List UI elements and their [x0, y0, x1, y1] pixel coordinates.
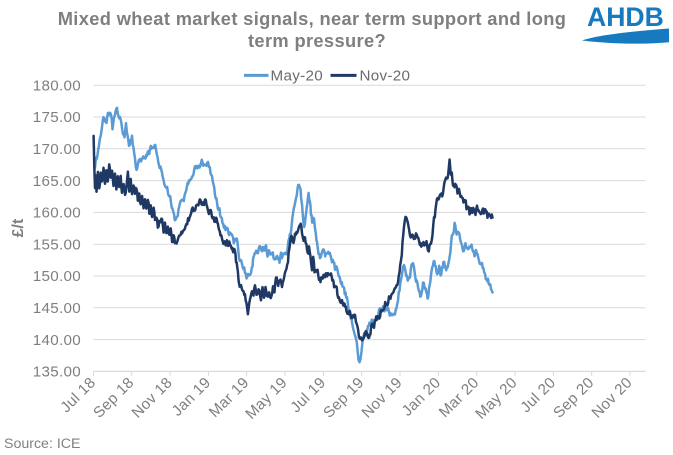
- svg-text:155.00: 155.00: [33, 236, 81, 253]
- svg-text:May-20: May-20: [271, 67, 323, 84]
- svg-text:Mixed wheat market signals, ne: Mixed wheat market signals, near term su…: [58, 8, 567, 29]
- svg-text:175.00: 175.00: [33, 109, 81, 126]
- svg-text:165.00: 165.00: [33, 173, 81, 190]
- svg-text:term pressure?: term pressure?: [248, 30, 386, 51]
- svg-text:150.00: 150.00: [33, 268, 81, 285]
- svg-text:180.00: 180.00: [33, 77, 81, 94]
- svg-text:£/t: £/t: [10, 218, 27, 237]
- svg-text:AHDB: AHDB: [587, 2, 664, 32]
- svg-text:Source: ICE: Source: ICE: [4, 436, 81, 452]
- svg-text:135.00: 135.00: [33, 364, 81, 381]
- svg-text:160.00: 160.00: [33, 205, 81, 222]
- svg-text:Nov-20: Nov-20: [360, 67, 411, 84]
- svg-text:140.00: 140.00: [33, 332, 81, 349]
- svg-text:145.00: 145.00: [33, 300, 81, 317]
- svg-text:170.00: 170.00: [33, 141, 81, 158]
